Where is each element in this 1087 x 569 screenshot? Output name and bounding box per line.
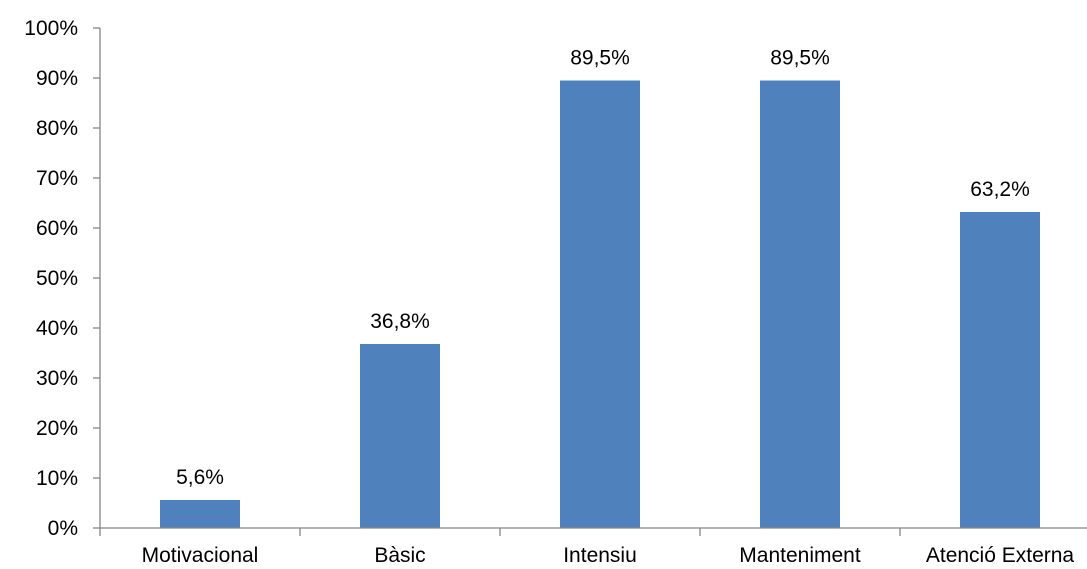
category-labels: Motivacional Bàsic Intensiu Manteniment Aten… (142, 544, 1075, 567)
data-label: 63,2% (970, 178, 1030, 201)
y-tick-label: 0% (48, 517, 78, 540)
category-label: Intensiu (563, 544, 637, 567)
y-tick-label: 80% (36, 117, 78, 140)
bar (760, 80, 840, 528)
data-label: 36,8% (370, 310, 430, 333)
y-tick-label: 70% (36, 167, 78, 190)
y-tick-label: 50% (36, 267, 78, 290)
bars (160, 80, 1040, 528)
y-tick-label: 100% (24, 17, 78, 40)
y-tick-label: 30% (36, 367, 78, 390)
y-tick-label: 40% (36, 317, 78, 340)
bar (360, 344, 440, 528)
bar (560, 80, 640, 528)
data-label: 89,5% (770, 47, 830, 70)
y-tick-label: 60% (36, 217, 78, 240)
category-label: Manteniment (739, 544, 861, 567)
y-tick-label: 90% (36, 67, 78, 90)
y-axis-ticks: 0% 10% 20% 30% 40% 50% 60% 70% 80% 90% 100% (24, 17, 100, 540)
category-label: Motivacional (142, 544, 259, 567)
y-tick-label: 10% (36, 467, 78, 490)
y-tick-label: 20% (36, 417, 78, 440)
category-label: Atenció Externa (926, 544, 1075, 567)
data-label: 5,6% (176, 466, 224, 489)
bar (960, 212, 1040, 528)
data-labels: 5,6% 36,8% 89,5% 89,5% 63,2% (176, 47, 1030, 490)
data-label: 89,5% (570, 47, 630, 70)
axes (99, 28, 1087, 536)
category-label: Bàsic (374, 544, 425, 567)
bar (160, 500, 240, 528)
